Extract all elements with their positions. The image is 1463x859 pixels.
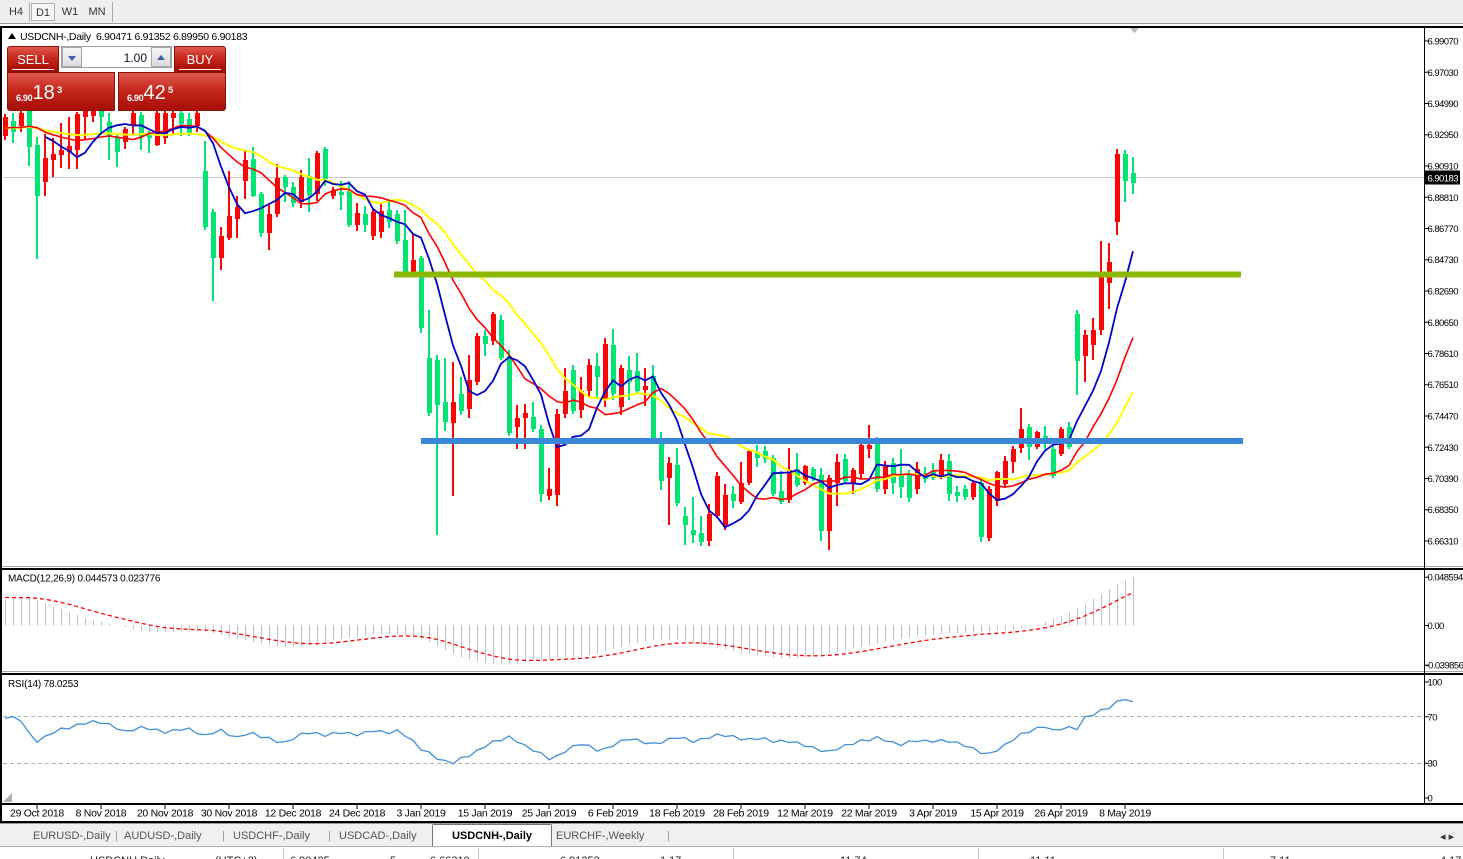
svg-text:-0.039856: -0.039856: [1426, 661, 1463, 672]
svg-text:3 Jan 2019: 3 Jan 2019: [397, 808, 446, 820]
svg-text:26 Apr 2019: 26 Apr 2019: [1034, 808, 1088, 820]
svg-text:6.88810: 6.88810: [1428, 193, 1459, 204]
svg-text:6.99070: 6.99070: [1428, 37, 1459, 48]
svg-text:15 Apr 2019: 15 Apr 2019: [970, 808, 1024, 820]
svg-text:8 Nov 2018: 8 Nov 2018: [76, 808, 127, 820]
svg-text:6.70390: 6.70390: [1428, 474, 1459, 485]
svg-text:8 May 2019: 8 May 2019: [1099, 808, 1151, 820]
svg-text:MACD(12,26,9) 0.044573 0.02377: MACD(12,26,9) 0.044573 0.023776: [8, 574, 161, 585]
svg-text:6.94990: 6.94990: [1428, 99, 1459, 110]
svg-text:30: 30: [1428, 759, 1438, 770]
svg-text:6.90183: 6.90183: [1428, 173, 1459, 184]
svg-text:20 Nov 2018: 20 Nov 2018: [137, 808, 194, 820]
svg-text:6.76510: 6.76510: [1428, 380, 1459, 391]
svg-text:0.048594: 0.048594: [1428, 573, 1463, 584]
svg-text:28 Feb 2019: 28 Feb 2019: [713, 808, 769, 820]
svg-text:6.92950: 6.92950: [1428, 130, 1459, 141]
svg-text:29 Oct 2018: 29 Oct 2018: [10, 808, 64, 820]
svg-text:100: 100: [1428, 678, 1442, 689]
svg-text:6.90910: 6.90910: [1428, 162, 1459, 173]
svg-text:12 Mar 2019: 12 Mar 2019: [777, 808, 833, 820]
svg-text:15 Jan 2019: 15 Jan 2019: [458, 808, 513, 820]
svg-text:3 Apr 2019: 3 Apr 2019: [909, 808, 957, 820]
svg-text:6.84730: 6.84730: [1428, 255, 1459, 266]
svg-text:12 Dec 2018: 12 Dec 2018: [265, 808, 322, 820]
svg-text:30 Nov 2018: 30 Nov 2018: [201, 808, 258, 820]
svg-text:RSI(14) 78.0253: RSI(14) 78.0253: [8, 679, 79, 690]
svg-text:0.00: 0.00: [1428, 621, 1445, 632]
svg-text:25 Jan 2019: 25 Jan 2019: [522, 808, 577, 820]
svg-text:6.78610: 6.78610: [1428, 349, 1459, 360]
svg-text:6.68350: 6.68350: [1428, 505, 1459, 516]
svg-text:6.80650: 6.80650: [1428, 318, 1459, 329]
svg-text:6.97030: 6.97030: [1428, 68, 1459, 79]
svg-text:6.72430: 6.72430: [1428, 443, 1459, 454]
svg-text:6.82690: 6.82690: [1428, 287, 1459, 298]
svg-text:6.74470: 6.74470: [1428, 412, 1459, 423]
svg-text:18 Feb 2019: 18 Feb 2019: [649, 808, 705, 820]
svg-text:6 Feb 2019: 6 Feb 2019: [588, 808, 639, 820]
svg-text:0: 0: [1428, 794, 1433, 805]
svg-text:6.86770: 6.86770: [1428, 224, 1459, 235]
svg-text:6.66310: 6.66310: [1428, 537, 1459, 548]
svg-text:24 Dec 2018: 24 Dec 2018: [329, 808, 386, 820]
svg-text:70: 70: [1428, 712, 1438, 723]
svg-text:22 Mar 2019: 22 Mar 2019: [841, 808, 897, 820]
